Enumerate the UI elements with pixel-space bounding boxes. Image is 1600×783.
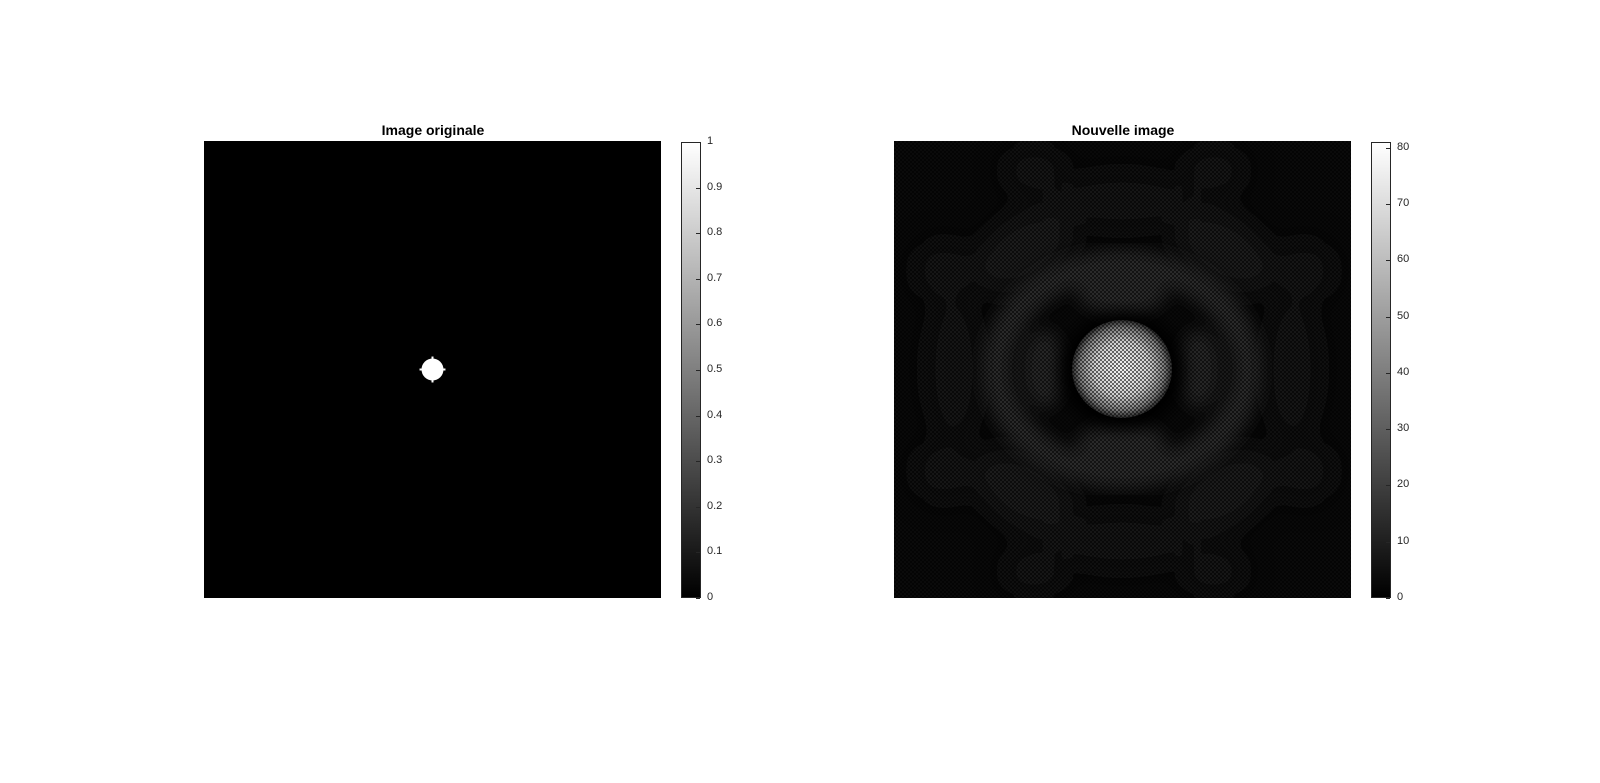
- colorbar-tick-label: 0.7: [707, 272, 723, 284]
- colorbar-tick-label: 0: [1397, 591, 1404, 603]
- colorbar-tick: [696, 507, 700, 508]
- colorbar-tick-label: 0.6: [707, 317, 723, 329]
- white-disk-edge: [419, 368, 423, 371]
- colorbar-tick-label: 0.1: [707, 545, 723, 557]
- colorbar-tick: [1386, 429, 1390, 430]
- colorbar-tick-label: 50: [1397, 310, 1410, 322]
- colorbar-tick: [1386, 260, 1390, 261]
- colorbar-tick: [696, 279, 700, 280]
- colorbar-tick: [1386, 485, 1390, 486]
- colorbar-tick-label: 0.2: [707, 500, 723, 512]
- colorbar-tick-label: 80: [1397, 141, 1410, 153]
- colorbar-tick-label: 70: [1397, 197, 1410, 209]
- colorbar-original: [681, 142, 701, 598]
- colorbar-tick: [696, 188, 700, 189]
- white-disk-edge: [442, 368, 446, 371]
- colorbar-tick-label: 20: [1397, 478, 1410, 490]
- colorbar-tick: [696, 142, 700, 143]
- colorbar-tick: [1386, 148, 1390, 149]
- colorbar-new: [1371, 142, 1391, 598]
- colorbar-tick: [696, 233, 700, 234]
- white-disk-edge: [431, 356, 434, 360]
- image-new-svg: [894, 141, 1351, 598]
- colorbar-tick-label: 1: [707, 135, 714, 147]
- white-disk-edge: [431, 379, 434, 383]
- checkerboard-texture: [894, 141, 1351, 598]
- panel-title-new: Nouvelle image: [1071, 122, 1175, 138]
- colorbar-tick: [696, 461, 700, 462]
- colorbar-tick: [1386, 317, 1390, 318]
- colorbar-tick-label: 30: [1397, 422, 1410, 434]
- colorbar-tick-label: 60: [1397, 253, 1410, 265]
- colorbar-tick: [696, 324, 700, 325]
- colorbar-tick: [1386, 542, 1390, 543]
- colorbar-tick-label: 0.3: [707, 454, 723, 466]
- colorbar-tick: [1386, 204, 1390, 205]
- image-new: [894, 141, 1351, 598]
- white-disk: [421, 358, 444, 381]
- colorbar-tick-label: 0.8: [707, 226, 723, 238]
- colorbar-tick-label: 40: [1397, 366, 1410, 378]
- panel-title-original: Image originale: [381, 122, 485, 138]
- colorbar-tick-label: 10: [1397, 535, 1410, 547]
- colorbar-tick-label: 0.4: [707, 409, 723, 421]
- image-original: [204, 141, 661, 598]
- colorbar-tick: [696, 598, 700, 599]
- image-original-svg: [419, 356, 446, 383]
- colorbar-tick: [1386, 373, 1390, 374]
- colorbar-tick: [696, 552, 700, 553]
- colorbar-tick-label: 0: [707, 591, 714, 603]
- colorbar-tick: [696, 416, 700, 417]
- colorbar-tick-label: 0.9: [707, 181, 723, 193]
- colorbar-tick: [696, 370, 700, 371]
- colorbar-tick: [1386, 598, 1390, 599]
- colorbar-tick-label: 0.5: [707, 363, 723, 375]
